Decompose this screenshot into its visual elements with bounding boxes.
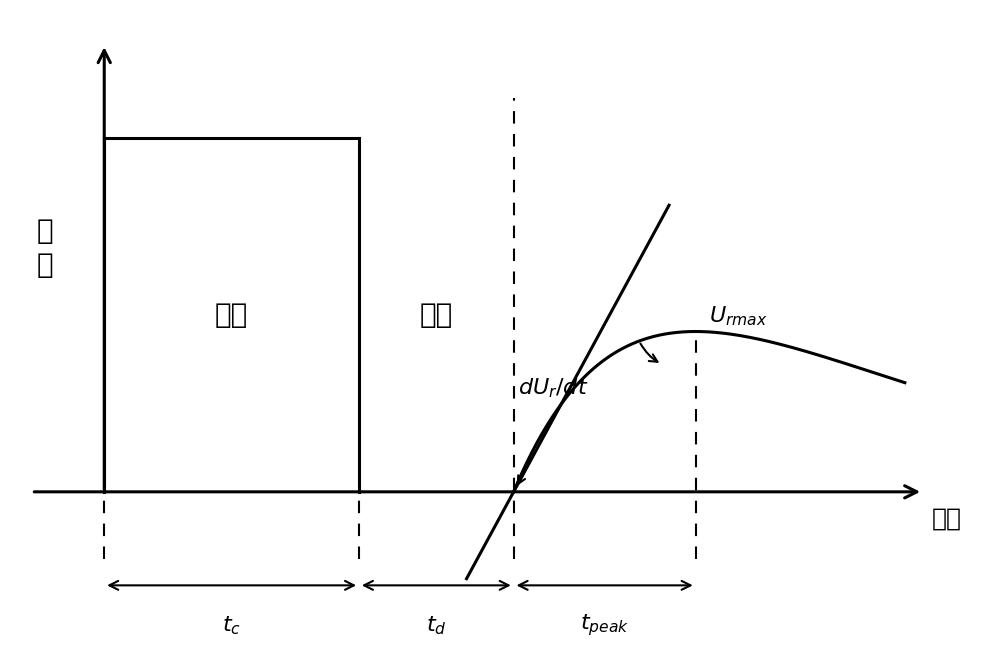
Text: $t_c$: $t_c$ bbox=[222, 614, 241, 636]
Text: $dU_r/dt$: $dU_r/dt$ bbox=[518, 376, 589, 400]
Text: 电
压: 电 压 bbox=[37, 217, 53, 279]
Text: $t_{peak}$: $t_{peak}$ bbox=[580, 613, 629, 638]
Text: $U_{rmax}$: $U_{rmax}$ bbox=[709, 304, 768, 328]
Text: 放电: 放电 bbox=[420, 301, 453, 329]
Text: 充电: 充电 bbox=[215, 301, 248, 329]
Text: 时间: 时间 bbox=[932, 507, 962, 530]
Text: $t_d$: $t_d$ bbox=[426, 614, 447, 636]
